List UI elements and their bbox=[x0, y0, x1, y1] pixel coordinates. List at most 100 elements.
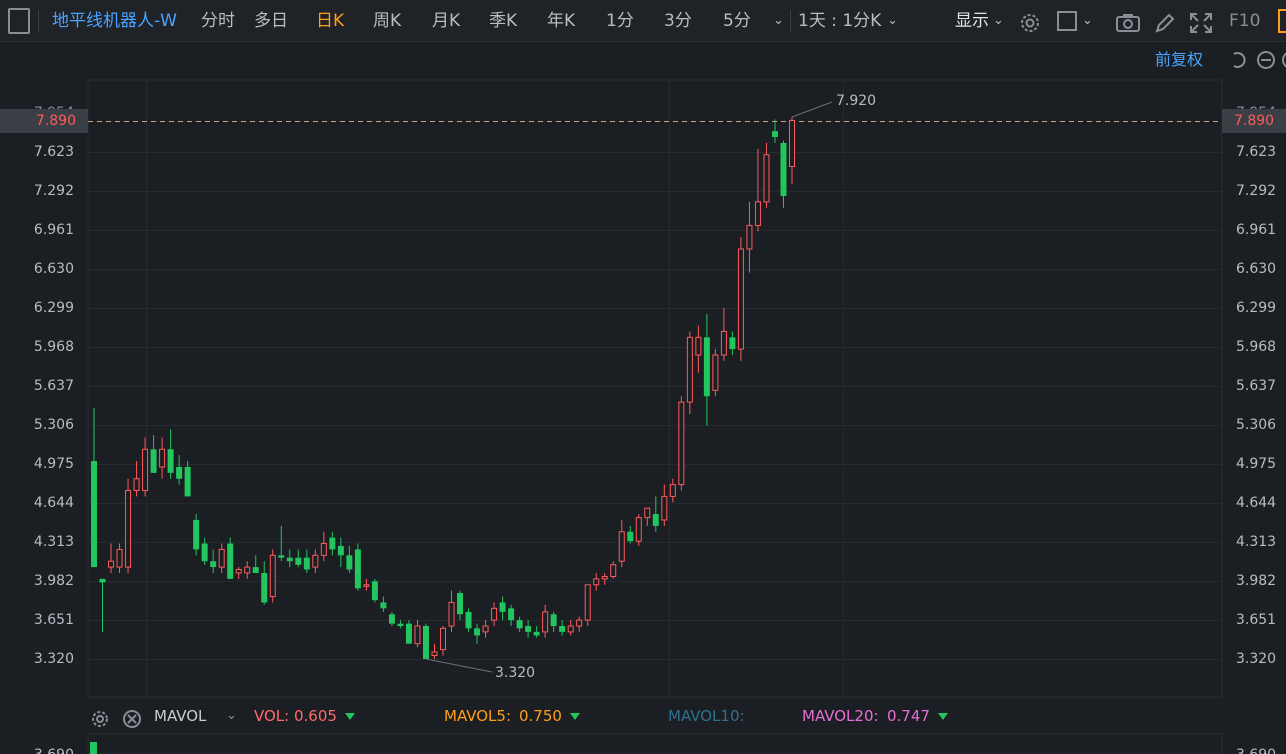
candle-body bbox=[312, 554, 319, 568]
y-tick-label: 3.982 bbox=[33, 573, 74, 589]
y-tick-label-right: 4.644 bbox=[1236, 495, 1277, 511]
indicator-select[interactable]: MAVOL bbox=[154, 707, 207, 725]
adjust-mode[interactable]: 前复权 bbox=[1155, 50, 1204, 69]
candle-body bbox=[380, 602, 387, 609]
stock-name[interactable]: 地平线机器人-W bbox=[52, 11, 177, 31]
divider bbox=[38, 10, 39, 32]
y-tick-label-right: 6.299 bbox=[1236, 300, 1277, 316]
camera-icon[interactable] bbox=[1115, 9, 1141, 33]
candle-body bbox=[218, 548, 225, 568]
gear-icon[interactable] bbox=[90, 706, 110, 727]
candle-body bbox=[125, 490, 132, 568]
candle-body bbox=[780, 142, 787, 196]
y-tick-label: 4.313 bbox=[33, 534, 74, 550]
candle-body bbox=[457, 593, 464, 615]
y-tick-label-right: 7.623 bbox=[1236, 144, 1277, 160]
fullscreen-icon[interactable] bbox=[1188, 9, 1214, 33]
down-arrow-icon bbox=[344, 713, 355, 720]
candle-body bbox=[789, 120, 795, 167]
pencil-icon[interactable] bbox=[1153, 9, 1177, 33]
y-tick-label: 3.651 bbox=[33, 612, 74, 628]
candle-body bbox=[440, 627, 446, 651]
display-menu[interactable]: 显示 bbox=[955, 11, 989, 31]
y-tick-label-right: 3.982 bbox=[1236, 573, 1277, 589]
gear-icon[interactable] bbox=[1018, 9, 1042, 33]
candle-body bbox=[482, 625, 489, 633]
candle-body bbox=[627, 531, 634, 542]
chevron-down-icon[interactable]: ⌄ bbox=[993, 13, 1004, 28]
candle-body bbox=[567, 625, 574, 633]
y-tick-label-right: 3.320 bbox=[1236, 651, 1277, 667]
candle-body bbox=[201, 543, 208, 562]
candle-body bbox=[414, 625, 421, 645]
y-tick-label: 5.968 bbox=[33, 339, 74, 355]
candle-body bbox=[405, 623, 412, 644]
candle-body bbox=[91, 461, 97, 568]
zoom-out-icon[interactable] bbox=[1256, 50, 1276, 70]
tab-fenshi[interactable]: 分时 bbox=[201, 11, 235, 31]
candle-body bbox=[533, 631, 540, 636]
candle-body bbox=[431, 651, 438, 656]
chevron-down-icon[interactable]: ⌄ bbox=[887, 13, 898, 28]
tab-multiday[interactable]: 多日 bbox=[254, 11, 288, 31]
tab-weekly-k[interactable]: 周K bbox=[373, 11, 402, 31]
zoom-in-icon[interactable] bbox=[1281, 50, 1286, 70]
candle-body bbox=[491, 607, 498, 621]
min-leader-line bbox=[425, 658, 493, 673]
close-icon[interactable] bbox=[122, 706, 142, 728]
candle-body bbox=[184, 466, 191, 497]
candle-body bbox=[176, 466, 183, 479]
y-tick-label: 6.299 bbox=[33, 300, 74, 316]
chevron-down-icon[interactable]: ⌄ bbox=[226, 708, 237, 723]
vol-label: VOL: bbox=[254, 707, 290, 725]
down-arrow-icon bbox=[937, 713, 948, 720]
candle-body bbox=[695, 336, 702, 356]
tab-yearly-k[interactable]: 年K bbox=[547, 11, 576, 31]
chevron-down-icon[interactable]: ⌄ bbox=[773, 13, 784, 28]
mavol20-value: 0.747 bbox=[887, 698, 948, 734]
candle-body bbox=[737, 248, 744, 350]
candle-body bbox=[303, 557, 310, 570]
sidebar-toggle-icon[interactable] bbox=[8, 8, 30, 34]
candle-body bbox=[771, 131, 778, 138]
down-arrow-icon bbox=[569, 713, 580, 720]
tab-1min[interactable]: 1分 bbox=[606, 11, 634, 31]
candle-body bbox=[550, 614, 557, 627]
current-price-tag-left: 7.890 bbox=[0, 109, 88, 133]
y-tick-label: 7.292 bbox=[33, 183, 74, 199]
checkbox-icon[interactable] bbox=[1057, 11, 1077, 31]
chevron-down-icon[interactable]: ⌄ bbox=[1082, 13, 1093, 28]
candle-body bbox=[669, 484, 676, 497]
divider bbox=[790, 10, 791, 32]
y-tick-label: 6.961 bbox=[33, 222, 74, 238]
f10-button[interactable]: F10 bbox=[1229, 11, 1261, 31]
mavol20-label: MAVOL20: bbox=[802, 707, 879, 725]
candle-body bbox=[252, 567, 259, 573]
candle-body bbox=[269, 554, 276, 598]
tab-5min[interactable]: 5分 bbox=[723, 11, 751, 31]
y-tick-label-partial: 7.954 bbox=[0, 104, 88, 112]
candle-body bbox=[661, 495, 668, 521]
candle-body bbox=[235, 568, 242, 574]
candle-body bbox=[508, 608, 515, 621]
panel-edge-icon[interactable] bbox=[1278, 9, 1286, 33]
candle-body bbox=[210, 561, 217, 568]
y-tick-label-right: 6.961 bbox=[1236, 222, 1277, 238]
y-tick-label-right: 5.306 bbox=[1236, 417, 1277, 433]
candle-body bbox=[150, 449, 157, 473]
period-select[interactable]: 1天 : 1分K bbox=[798, 11, 882, 31]
tab-monthly-k[interactable]: 月K bbox=[432, 11, 461, 31]
candle-body bbox=[371, 581, 378, 601]
current-price-tag-right: 7.890 bbox=[1222, 109, 1286, 133]
volume-bar bbox=[90, 742, 97, 754]
undo-icon[interactable] bbox=[1228, 50, 1248, 70]
y-tick-label: 3.320 bbox=[33, 651, 74, 667]
tab-3min[interactable]: 3分 bbox=[664, 11, 692, 31]
tab-quarterly-k[interactable]: 季K bbox=[489, 11, 518, 31]
y-tick-label-right: 5.637 bbox=[1236, 378, 1277, 394]
candle-body bbox=[295, 557, 302, 565]
y-tick-label: 6.630 bbox=[33, 261, 74, 277]
tab-daily-k[interactable]: 日K bbox=[316, 11, 345, 31]
candle-body bbox=[346, 555, 353, 570]
